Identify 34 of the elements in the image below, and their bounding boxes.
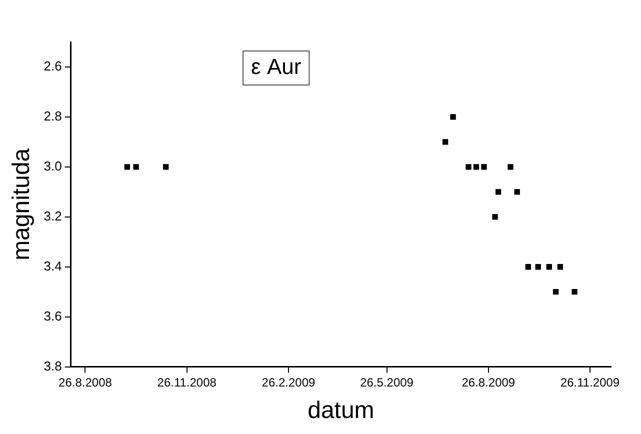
point xyxy=(133,164,139,170)
y-tick-label: 2.8 xyxy=(44,108,62,124)
x-tick-label: 26.8.2008 xyxy=(58,375,112,390)
point xyxy=(496,189,502,195)
y-tick-label: 3.0 xyxy=(44,158,62,174)
point xyxy=(552,289,559,295)
point xyxy=(525,264,531,270)
text: ε Aur xyxy=(251,54,302,80)
x-tick-label: 26.8.2009 xyxy=(462,375,516,390)
point xyxy=(473,164,480,170)
point xyxy=(466,164,472,170)
point xyxy=(546,264,552,270)
x-tick-label: 26.2.2009 xyxy=(262,375,316,390)
y-tick-label: 3.4 xyxy=(44,258,62,274)
point xyxy=(124,164,130,170)
point xyxy=(572,289,578,295)
point xyxy=(535,264,541,270)
y-tick-label: 3.6 xyxy=(44,308,62,324)
point xyxy=(163,164,169,170)
x-axis-title: datum xyxy=(308,397,374,424)
point xyxy=(481,164,487,170)
point xyxy=(557,264,564,270)
x-tick-label: 26.5.2009 xyxy=(360,375,414,390)
point xyxy=(442,139,448,145)
y-tick-label: 3.2 xyxy=(44,208,62,224)
point xyxy=(508,164,514,170)
x-tick-label: 26.11.2009 xyxy=(560,375,620,390)
x-tick-label: 26.11.2008 xyxy=(157,375,217,390)
point xyxy=(450,114,456,120)
y-tick-label: 3.8 xyxy=(44,358,62,374)
y-tick-label: 2.6 xyxy=(44,58,62,74)
point xyxy=(492,214,498,220)
point xyxy=(514,189,520,195)
y-axis-title: magnituda xyxy=(8,148,36,260)
